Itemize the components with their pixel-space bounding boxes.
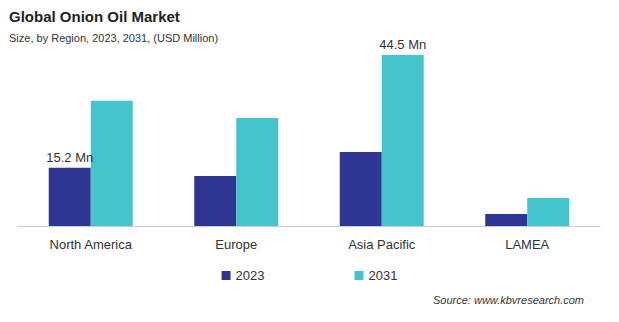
svg-text:North America: North America — [50, 237, 133, 252]
svg-text:Global Onion Oil Market: Global Onion Oil Market — [9, 8, 180, 25]
svg-text:Size, by Region, 2023, 2031, (: Size, by Region, 2023, 2031, (USD Millio… — [9, 32, 218, 44]
svg-text:2023: 2023 — [236, 268, 265, 283]
svg-text:15.2 Mn: 15.2 Mn — [46, 150, 93, 165]
svg-text:LAMEA: LAMEA — [505, 237, 549, 252]
svg-text:Asia Pacific: Asia Pacific — [348, 237, 416, 252]
svg-text:2031: 2031 — [369, 268, 398, 283]
svg-text:44.5 Mn: 44.5 Mn — [379, 37, 426, 52]
svg-text:Source: www.kbvresearch.com: Source: www.kbvresearch.com — [433, 294, 584, 306]
svg-text:Europe: Europe — [215, 237, 257, 252]
